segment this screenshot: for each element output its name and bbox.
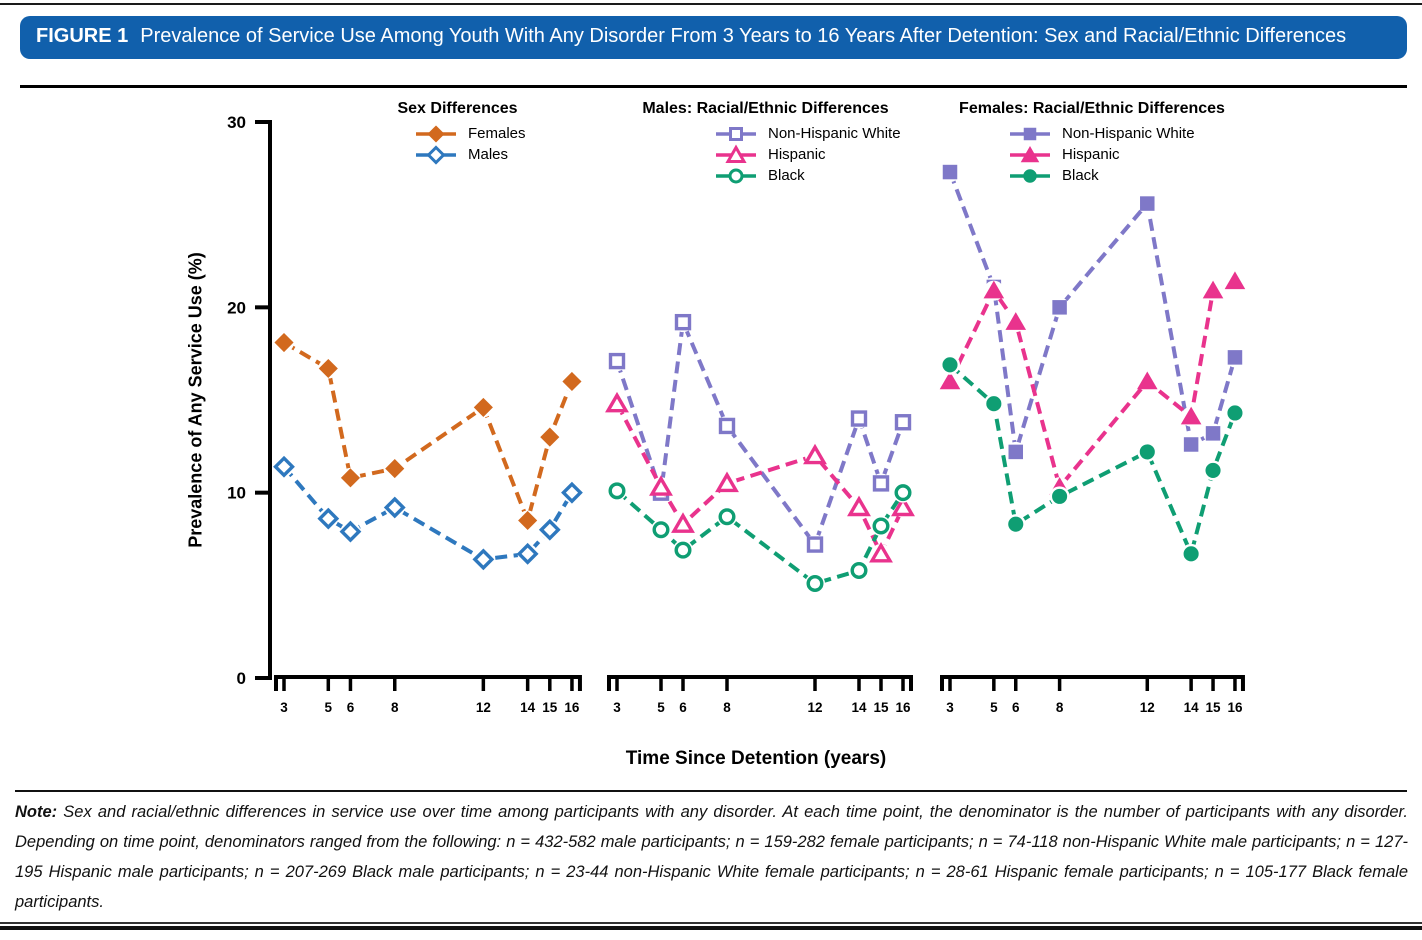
x-axis-title: Time Since Detention (years) — [625, 748, 887, 769]
triangle-marker-icon — [716, 143, 756, 163]
panel-3-x-axis: 3 5 6 8 12 14 15 16 — [940, 675, 1245, 715]
circle-marker-icon — [1010, 168, 1050, 183]
x-tick-label: 3 — [946, 700, 954, 715]
legend-item-label: Black — [1062, 167, 1099, 184]
square-marker-icon — [1010, 127, 1050, 140]
x-tick-label: 14 — [1184, 700, 1200, 715]
figure-label: FIGURE 1 — [36, 25, 129, 47]
x-tick-label: 12 — [476, 700, 491, 715]
panel-1-x-axis: 3 5 6 8 12 14 15 16 — [274, 675, 582, 715]
figure-title: Prevalence of Service Use Among Youth Wi… — [140, 25, 1347, 47]
note-text: Sex and racial/ethnic differences in ser… — [15, 803, 1408, 911]
legend-males-racial-ethnic: Males: Racial/Ethnic Differences Non-His… — [588, 100, 943, 186]
legend-item-label: Non-Hispanic White — [1062, 125, 1195, 142]
legend-item-label: Hispanic — [768, 146, 826, 163]
x-tick-label: 16 — [1227, 700, 1243, 715]
x-tick-label: 14 — [520, 700, 536, 715]
legend-item-non-hispanic-white: Non-Hispanic White — [713, 123, 943, 144]
diamond-marker-icon — [416, 124, 456, 143]
legend-item-label: Males — [468, 146, 509, 163]
figure-note: Note: Sex and racial/ethnic differences … — [15, 797, 1408, 917]
x-tick-label: 5 — [325, 700, 333, 715]
diamond-marker-icon — [416, 144, 456, 165]
x-tick-label: 16 — [564, 700, 580, 715]
series-males-racial-ethnic-differences-hispanic — [605, 391, 915, 564]
triangle-marker-icon — [1010, 145, 1050, 162]
circle-marker-icon — [716, 168, 756, 183]
legend-item-black: Black — [1007, 165, 1272, 186]
y-tick-label: 20 — [227, 298, 246, 317]
series-sex-differences-females — [274, 332, 582, 531]
top-rule — [0, 3, 1422, 5]
legend-sex-differences: Sex Differences Females Males — [355, 100, 560, 165]
square-marker-icon — [716, 126, 756, 141]
legend-item-black: Black — [713, 165, 943, 186]
x-tick-label: 6 — [1012, 700, 1020, 715]
caption-divider-rule — [15, 790, 1407, 792]
note-label: Note: — [15, 803, 58, 821]
series-females-racial-ethnic-differences-black — [940, 354, 1245, 564]
x-tick-label: 16 — [895, 700, 911, 715]
x-tick-label: 3 — [613, 700, 621, 715]
x-tick-label: 6 — [679, 700, 687, 715]
legend-item-hispanic: Hispanic — [1007, 144, 1272, 165]
x-tick-label: 14 — [851, 700, 867, 715]
legend-item-label: Non-Hispanic White — [768, 125, 901, 142]
legend-rows: Non-Hispanic White Hispanic Black — [713, 123, 943, 186]
x-tick-label: 8 — [723, 700, 731, 715]
panel-title: Females: Racial/Ethnic Differences — [959, 100, 1225, 117]
banner-underline-rule — [20, 85, 1407, 88]
legend-item-label: Black — [768, 167, 805, 184]
legend-item-males: Males — [413, 144, 560, 165]
legend-item-females: Females — [413, 123, 560, 144]
y-tick-label: 0 — [237, 669, 246, 688]
y-axis: 0 10 20 30 — [227, 113, 272, 688]
series-males-racial-ethnic-differences-non-hispanic-white — [607, 312, 913, 555]
x-tick-label: 5 — [990, 700, 998, 715]
series-females-racial-ethnic-differences-hispanic — [939, 271, 1246, 498]
y-tick-label: 10 — [227, 484, 246, 503]
bottom-double-rule — [0, 922, 1422, 930]
legend-item-label: Hispanic — [1062, 146, 1120, 163]
x-tick-label: 8 — [1056, 700, 1064, 715]
x-tick-label: 6 — [347, 700, 355, 715]
x-tick-label: 5 — [657, 700, 665, 715]
x-tick-label: 12 — [807, 700, 822, 715]
x-tick-label: 12 — [1140, 700, 1155, 715]
x-tick-label: 15 — [873, 700, 889, 715]
x-tick-label: 8 — [391, 700, 399, 715]
y-tick-label: 30 — [227, 113, 246, 132]
x-tick-label: 3 — [280, 700, 288, 715]
series-males-racial-ethnic-differences-black — [607, 480, 913, 594]
legend-females-racial-ethnic: Females: Racial/Ethnic Differences Non-H… — [912, 100, 1272, 186]
x-tick-label: 15 — [542, 700, 558, 715]
panel-title: Sex Differences — [397, 100, 518, 117]
legend-item-label: Females — [468, 125, 526, 142]
legend-rows: Females Males — [413, 123, 560, 165]
x-tick-label: 15 — [1206, 700, 1222, 715]
figure-banner: FIGURE 1 Prevalence of Service Use Among … — [20, 16, 1407, 59]
series-sex-differences-males — [273, 455, 583, 571]
legend-item-hispanic: Hispanic — [713, 143, 943, 165]
panel-2-x-axis: 3 5 6 8 12 14 15 16 — [607, 675, 913, 715]
legend-item-non-hispanic-white: Non-Hispanic White — [1007, 123, 1272, 144]
legend-rows: Non-Hispanic White Hispanic Black — [1007, 123, 1272, 186]
panel-title: Males: Racial/Ethnic Differences — [642, 100, 889, 117]
